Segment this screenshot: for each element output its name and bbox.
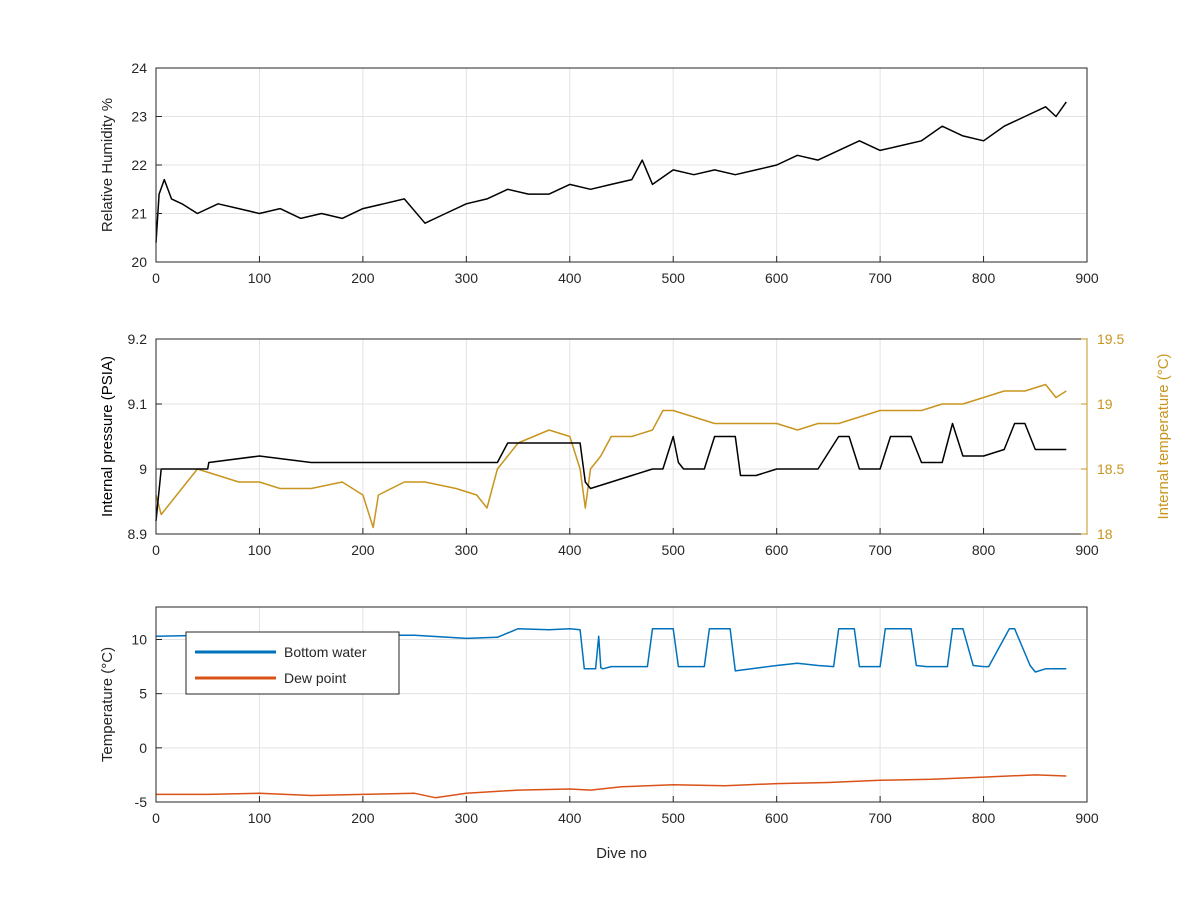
x-tick-label: 600 xyxy=(765,270,789,286)
x-tick-label: 200 xyxy=(351,270,375,286)
x-tick-label: 0 xyxy=(152,542,160,558)
x-tick-label: 600 xyxy=(765,810,789,826)
axes-frame xyxy=(155,606,1088,803)
legend-label: Dew point xyxy=(284,670,346,686)
y-tick-label: -5 xyxy=(135,794,148,810)
x-tick-label: 0 xyxy=(152,810,160,826)
subplot-2: 0 100 200 300 400 500 600 700 800 900 8.9 9 9.1 9.2 18… xyxy=(99,331,1172,558)
right-y-tick-label: 19.5 xyxy=(1097,331,1124,347)
subplot-1: 0 100 200 300 400 500 600 700 800 900 20 21 22 23 24 Re… xyxy=(99,60,1099,286)
y-tick-label: 5 xyxy=(139,686,147,702)
x-tick-label: 700 xyxy=(868,542,892,558)
x-tick-label: 900 xyxy=(1075,270,1099,286)
series-line-1 xyxy=(155,101,1067,243)
right-y-tick-label: 18.5 xyxy=(1097,461,1124,477)
y-tick-label: 9.2 xyxy=(128,331,148,347)
x-tick-label: 300 xyxy=(455,270,479,286)
y-tick-label: 9.1 xyxy=(128,396,148,412)
series-line-1 xyxy=(155,422,1067,522)
right-y-tick-label: 19 xyxy=(1097,396,1113,412)
x-tick-label: 100 xyxy=(248,542,272,558)
x-tick-label: 700 xyxy=(868,810,892,826)
x-tick-label: 700 xyxy=(868,270,892,286)
y-tick-label: 24 xyxy=(131,60,147,76)
series-line-1 xyxy=(155,627,1067,673)
y-tick-label: 22 xyxy=(131,157,147,173)
y-axis-label: Temperature (°C) xyxy=(99,647,116,762)
x-tick-label: 200 xyxy=(351,810,375,826)
subplot-3: 0 100 200 300 400 500 600 700 800 900-50510Temper… xyxy=(99,606,1099,862)
y-tick-label: 21 xyxy=(131,206,147,222)
charts: 0 100 200 300 400 500 600 700 800 9002021222324Re… xyxy=(99,60,1172,862)
x-tick-label: 400 xyxy=(558,542,582,558)
x-tick-label: 300 xyxy=(455,542,479,558)
x-tick-label: 100 xyxy=(248,810,272,826)
y-axis-label: Internal pressure (PSIA) xyxy=(99,356,116,517)
x-tick-label: 900 xyxy=(1075,810,1099,826)
x-tick-label: 200 xyxy=(351,542,375,558)
x-axis-label: Dive no xyxy=(596,845,647,862)
x-tick-label: 800 xyxy=(972,270,996,286)
x-tick-label: 0 xyxy=(152,270,160,286)
x-tick-label: 500 xyxy=(662,270,686,286)
x-tick-label: 400 xyxy=(558,270,582,286)
x-tick-label: 600 xyxy=(765,542,789,558)
y-tick-label: 8.9 xyxy=(128,526,148,542)
x-tick-label: 800 xyxy=(972,810,996,826)
x-tick-label: 900 xyxy=(1075,542,1099,558)
y-tick-label: 20 xyxy=(131,254,147,270)
right-y-tick-label: 18 xyxy=(1097,526,1113,542)
y-tick-label: 10 xyxy=(131,632,147,648)
x-tick-label: 500 xyxy=(662,810,686,826)
series-line-2 xyxy=(155,383,1067,529)
legend-label: Bottom water xyxy=(284,644,367,660)
series-line-2 xyxy=(156,774,1067,799)
x-tick-label: 500 xyxy=(662,542,686,558)
right-y-axis-label: Internal temperature (°C) xyxy=(1155,353,1172,519)
y-axis-label: Relative Humidity % xyxy=(99,98,116,232)
x-tick-label: 800 xyxy=(972,542,996,558)
legend-box xyxy=(185,631,400,695)
y-tick-label: 0 xyxy=(139,740,147,756)
y-tick-label: 9 xyxy=(139,461,147,477)
y-tick-label: 23 xyxy=(131,109,147,125)
x-tick-label: 100 xyxy=(248,270,272,286)
x-tick-label: 300 xyxy=(455,810,479,826)
legend: Bottom water Dew point xyxy=(185,631,400,695)
x-tick-label: 400 xyxy=(558,810,582,826)
